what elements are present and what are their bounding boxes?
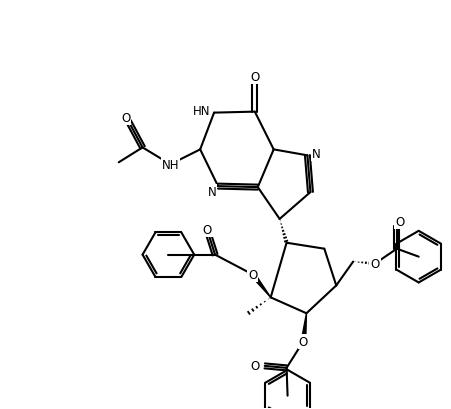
Text: NH: NH (161, 158, 179, 171)
Text: O: O (394, 216, 404, 229)
Text: O: O (250, 360, 259, 373)
Polygon shape (300, 313, 306, 342)
Text: O: O (202, 224, 211, 237)
Text: O: O (369, 257, 379, 270)
Polygon shape (250, 274, 270, 298)
Text: O: O (298, 335, 308, 348)
Text: O: O (248, 268, 257, 281)
Text: N: N (311, 148, 320, 160)
Text: N: N (207, 185, 216, 198)
Text: HN: HN (192, 105, 210, 118)
Text: O: O (249, 71, 259, 84)
Text: O: O (121, 112, 130, 125)
